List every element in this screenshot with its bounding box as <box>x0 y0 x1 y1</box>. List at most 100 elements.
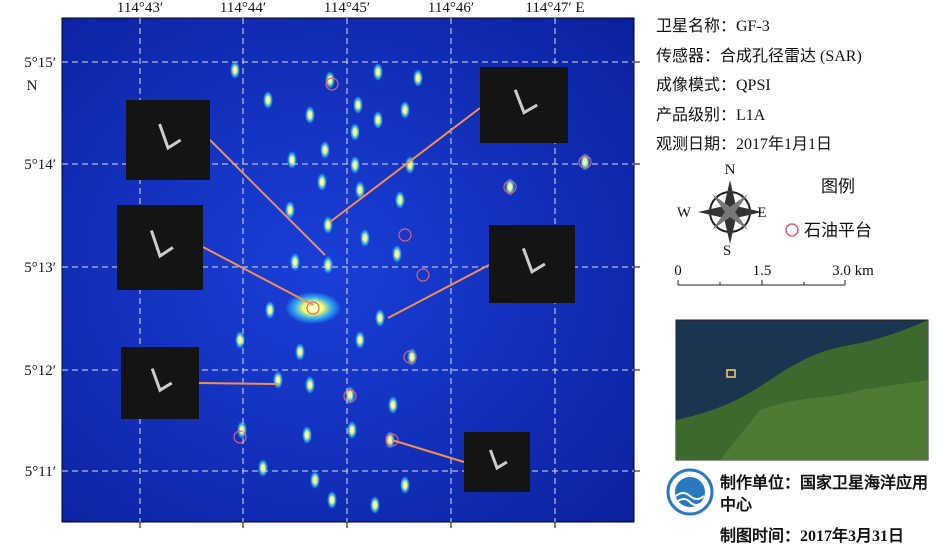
target <box>295 343 305 361</box>
leader-line <box>391 439 465 463</box>
info-line: 观测日期：2017年1月1日 <box>656 136 833 153</box>
target <box>375 309 385 327</box>
inset-target <box>488 449 508 471</box>
y-label: 5°13′ <box>24 260 56 276</box>
platform <box>233 430 247 444</box>
target <box>235 331 245 349</box>
compass-n: N <box>725 162 736 178</box>
leader-line <box>209 139 326 256</box>
target <box>353 96 363 114</box>
platform <box>343 389 357 403</box>
target <box>350 123 360 141</box>
target <box>290 253 300 271</box>
scale-label: 1.5 <box>753 263 772 279</box>
scale-label: 0 <box>674 263 682 279</box>
credit-unit: 制作单位：国家卫星海洋应用中心 <box>720 475 929 514</box>
x-label: 114°46′ <box>428 0 474 16</box>
inset-target <box>513 89 538 115</box>
target <box>355 181 365 199</box>
logo <box>666 468 714 516</box>
target <box>355 331 365 349</box>
target <box>285 201 295 219</box>
y-hemisphere: N <box>27 78 38 94</box>
zoom-inset <box>464 432 530 492</box>
zoom-inset <box>489 225 575 303</box>
compass-e: E <box>757 205 766 221</box>
target <box>325 71 335 89</box>
platform <box>503 180 517 194</box>
leader-line <box>202 246 314 306</box>
target <box>388 396 398 414</box>
leader-line <box>387 264 490 319</box>
target <box>305 376 315 394</box>
compass-s: S <box>723 243 731 259</box>
y-label: 5°14′ <box>24 157 56 173</box>
target <box>285 292 341 324</box>
platform <box>385 433 399 447</box>
leader-line <box>329 107 481 223</box>
target <box>373 63 383 81</box>
target <box>373 111 383 129</box>
target <box>230 61 240 79</box>
target <box>305 106 315 124</box>
platform <box>403 350 417 364</box>
inset-target <box>149 230 174 259</box>
target <box>395 191 405 209</box>
target <box>413 69 423 87</box>
inset-target <box>150 368 173 393</box>
scale-label: 3.0 km <box>832 263 874 279</box>
target <box>287 151 297 169</box>
target <box>317 173 327 191</box>
target <box>580 153 590 171</box>
x-label: 114°44′ <box>220 0 266 16</box>
target <box>327 491 337 509</box>
target <box>505 178 515 196</box>
study-area <box>726 369 736 378</box>
target <box>310 471 320 489</box>
x-label: 114°45′ <box>324 0 370 16</box>
target <box>263 91 273 109</box>
y-label: 5°15′ <box>24 55 56 71</box>
scale-bar <box>677 280 846 286</box>
target <box>323 256 333 274</box>
target <box>273 371 283 389</box>
zoom-inset <box>480 67 568 143</box>
target <box>360 229 370 247</box>
zoom-inset <box>117 205 203 290</box>
legend-symbol <box>785 223 799 237</box>
info-line: 成像模式：QPSI <box>656 77 771 94</box>
target <box>370 496 380 514</box>
legend-title: 图例 <box>821 177 855 196</box>
leader-line <box>198 382 279 385</box>
target <box>258 459 268 477</box>
info-line: 卫星名称：GF-3 <box>656 18 770 35</box>
credit-date: 制图时间：2017年3月31日 <box>720 528 905 545</box>
target <box>323 216 333 234</box>
platform <box>325 77 339 91</box>
target <box>320 141 330 159</box>
y-label: 5°11′ <box>25 464 56 480</box>
inset-target <box>521 247 546 275</box>
land <box>720 380 928 460</box>
inset-target <box>158 123 182 151</box>
y-label: 5°12′ <box>24 363 56 379</box>
platform <box>398 228 412 242</box>
legend-label: 石油平台 <box>804 221 872 240</box>
target <box>400 476 410 494</box>
zoom-inset <box>121 347 199 419</box>
info-line: 传感器：合成孔径雷达 (SAR) <box>656 47 862 65</box>
compass <box>698 180 762 244</box>
target <box>302 426 312 444</box>
compass-w: W <box>677 205 692 221</box>
info-line: 产品级别：L1A <box>656 106 766 124</box>
x-label: 114°43′ <box>117 0 163 16</box>
target <box>347 421 357 439</box>
platform <box>578 155 592 169</box>
target <box>350 156 360 174</box>
platform <box>306 301 320 315</box>
target <box>237 421 247 439</box>
x-label: 114°47′ E <box>525 0 584 16</box>
target <box>392 245 402 263</box>
